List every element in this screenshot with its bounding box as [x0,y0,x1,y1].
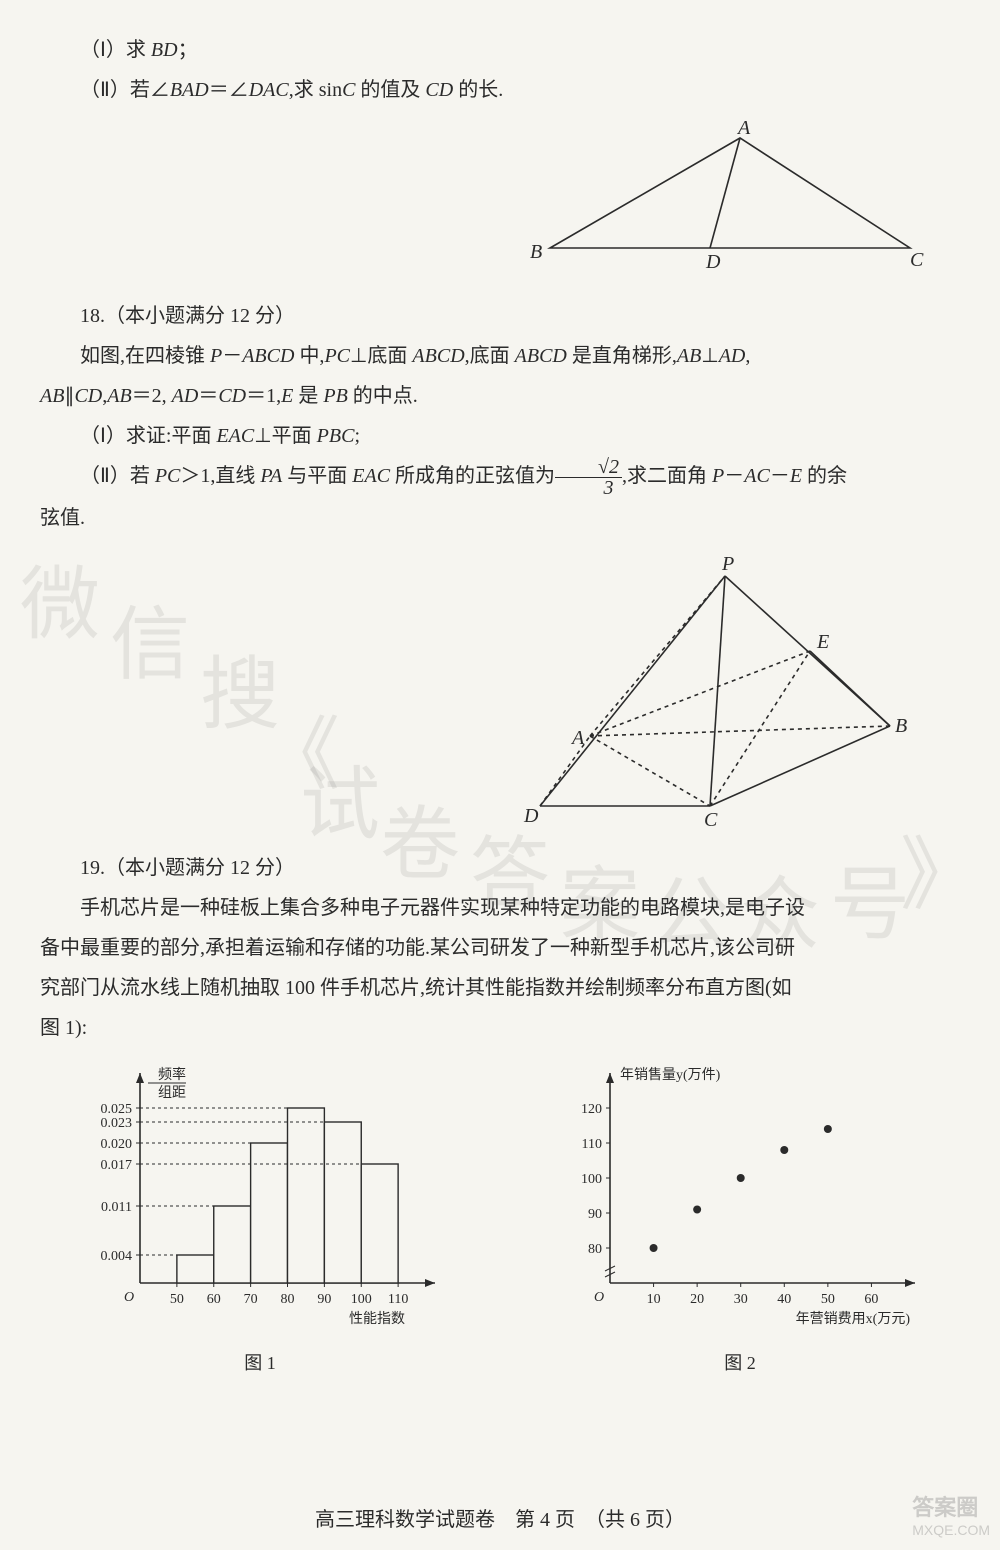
q18-p2b: ,求二面角 P－AC－E 的余 [622,465,847,487]
q18-l2: AB∥CD,AB＝2, AD＝CD＝1,E 是 PB 的中点. [40,376,960,416]
q18-l1: 如图,在四棱锥 P－ABCD 中,PC⊥底面 ABCD,底面 ABCD 是直角梯… [40,336,960,376]
svg-text:100: 100 [581,1172,602,1187]
svg-text:60: 60 [207,1292,221,1307]
svg-text:120: 120 [581,1102,602,1117]
svg-text:年销售量y(万件): 年销售量y(万件) [620,1067,721,1083]
histogram-figure: O 频率组距 0.004 0.011 0.017 0.020 0.0230.025 50 60 7… [70,1058,450,1338]
svg-text:90: 90 [588,1207,602,1222]
exam-page: 微 信 搜 《 试 卷 答 案 公 众 号 》 （Ⅰ）求 BD； （Ⅱ）若∠BA… [0,0,1000,1550]
svg-text:80: 80 [588,1242,602,1257]
label-A: A [736,118,751,139]
svg-text:80: 80 [281,1292,295,1307]
label-B: B [895,715,907,737]
scat-caption: 图 2 [550,1349,930,1375]
label-B: B [530,241,542,263]
frac-den: 3 [555,478,622,498]
label-P: P [721,553,734,575]
svg-text:年营销费用x(万元): 年营销费用x(万元) [796,1311,911,1327]
q19-l3: 究部门从流水线上随机抽取 100 件手机芯片,统计其性能指数并绘制频率分布直方图… [40,968,960,1008]
triangle-figure: A B C D [510,118,930,278]
corner-t1: 答案圈 [912,1490,990,1522]
frac-num: √2 [555,457,622,478]
svg-text:50: 50 [170,1292,184,1307]
svg-text:60: 60 [864,1292,878,1307]
svg-text:O: O [594,1290,604,1305]
corner-t2: MXQE.COM [912,1522,990,1538]
svg-text:20: 20 [690,1292,704,1307]
svg-text:0.004: 0.004 [101,1249,133,1264]
q17-part2: （Ⅱ）若∠BAD＝∠DAC,求 sinC 的值及 CD 的长. [40,70,960,110]
svg-text:40: 40 [777,1292,791,1307]
q19-l2: 备中最重要的部分,承担着运输和存储的功能.某公司研发了一种新型手机芯片,该公司研 [40,928,960,968]
svg-text:90: 90 [317,1292,331,1307]
scatter-figure: O 80 90 100 110 120 10 20 30 40 50 60 年销售量y(万件) 年营销费用… [550,1058,930,1338]
figure-row: O 频率组距 0.004 0.011 0.017 0.020 0.0230.025 50 60 7… [40,1058,960,1375]
q18-p2c: 弦值. [40,498,960,538]
corner-watermark: 答案圈 MXQE.COM [912,1490,990,1538]
svg-text:110: 110 [388,1292,408,1307]
svg-text:0.020: 0.020 [101,1137,133,1152]
q18-p2: （Ⅱ）若 PC＞1,直线 PA 与平面 EAC 所成角的正弦值为√23,求二面角… [40,456,960,498]
svg-text:组距: 组距 [158,1085,186,1101]
svg-text:30: 30 [734,1292,748,1307]
pyramid-figure: P E B A D C [480,546,920,836]
hist-caption: 图 1 [70,1349,450,1375]
q19-head: 19.（本小题满分 12 分） [40,848,960,888]
svg-text:性能指数: 性能指数 [349,1311,405,1327]
q18-p2a: （Ⅱ）若 PC＞1,直线 PA 与平面 EAC 所成角的正弦值为 [80,465,555,487]
q17-part1: （Ⅰ）求 BD； [40,30,960,70]
svg-text:0.017: 0.017 [101,1158,133,1173]
histogram-container: O 频率组距 0.004 0.011 0.017 0.020 0.0230.025 50 60 7… [70,1058,450,1375]
label-E: E [816,631,829,653]
svg-text:O: O [124,1290,134,1305]
label-D: D [705,251,721,273]
label-C: C [704,809,718,831]
svg-text:70: 70 [244,1292,258,1307]
q18-p1: （Ⅰ）求证:平面 EAC⊥平面 PBC; [40,416,960,456]
svg-text:110: 110 [582,1137,602,1152]
svg-text:频率: 频率 [158,1066,186,1083]
page-footer: 高三理科数学试题卷 第 4 页 （共 6 页） [0,1503,1000,1532]
q19-l4: 图 1): [40,1008,960,1048]
fraction: √23 [555,457,622,498]
svg-text:0.025: 0.025 [101,1102,133,1117]
svg-text:0.011: 0.011 [101,1200,132,1215]
svg-text:50: 50 [821,1292,835,1307]
label-A: A [570,727,585,749]
svg-text:100: 100 [351,1292,372,1307]
label-D: D [523,805,539,827]
label-C: C [910,249,924,271]
q18-head: 18.（本小题满分 12 分） [40,296,960,336]
svg-text:0.023: 0.023 [101,1116,133,1131]
q19-l1: 手机芯片是一种硅板上集合多种电子元器件实现某种特定功能的电路模块,是电子设 [40,888,960,928]
svg-text:10: 10 [647,1292,661,1307]
scatter-container: O 80 90 100 110 120 10 20 30 40 50 60 年销售量y(万件) 年营销费用… [550,1058,930,1375]
